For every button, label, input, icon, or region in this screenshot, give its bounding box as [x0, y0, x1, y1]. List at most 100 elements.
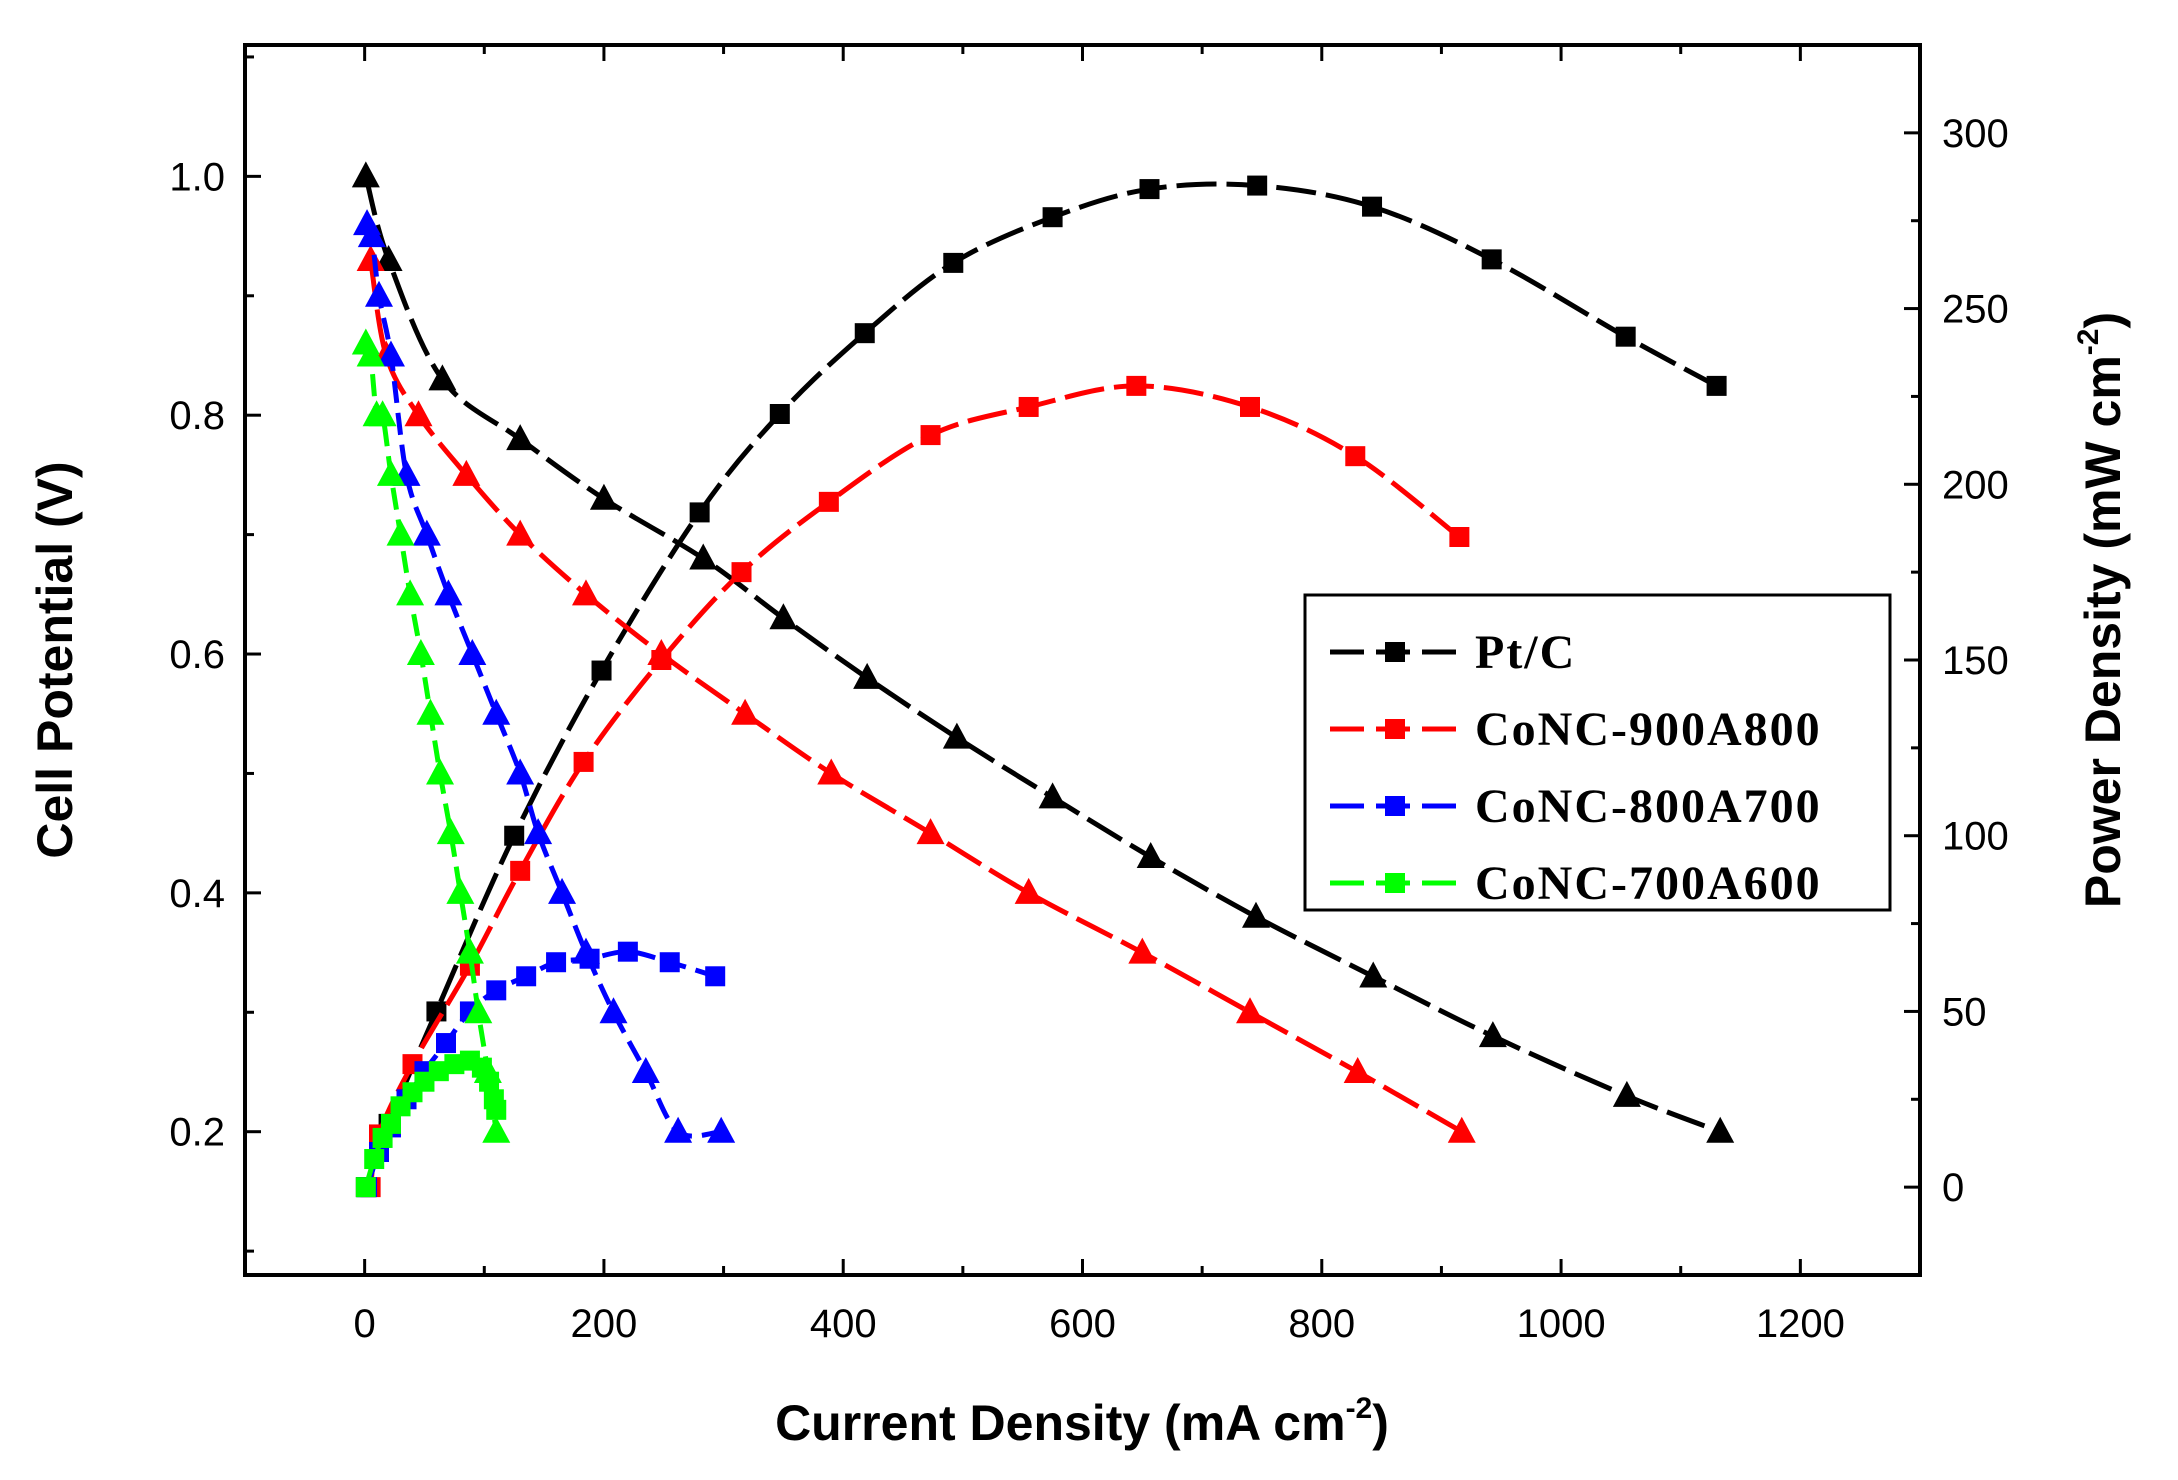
y-right-tick-label: 250	[1942, 288, 2009, 332]
power-point	[510, 860, 531, 881]
power-point	[1126, 375, 1147, 396]
polarization-point	[458, 639, 487, 666]
polarization-point	[817, 758, 846, 785]
polarization-point	[571, 937, 600, 964]
power-point	[428, 1061, 449, 1082]
y-left-tick-label: 0.4	[169, 872, 225, 916]
polarization-line-pt-c	[363, 175, 1722, 1135]
polarization-point	[396, 579, 425, 606]
polarization-point	[664, 1116, 693, 1143]
power-point	[573, 751, 594, 772]
y-left-tick-label: 1.0	[169, 155, 225, 199]
polarization-point	[506, 424, 535, 451]
power-point	[486, 1099, 507, 1120]
legend-marker	[1385, 719, 1405, 739]
power-point	[1247, 175, 1268, 196]
polarization-point	[631, 1056, 660, 1083]
power-point	[1449, 527, 1470, 547]
polarization-point	[524, 818, 553, 845]
power-point	[1139, 179, 1160, 200]
series-conc-900a800	[356, 244, 1476, 1198]
x-tick-label: 200	[571, 1302, 638, 1346]
y-right-tick-label: 150	[1942, 639, 2009, 683]
polarization-point	[386, 519, 415, 546]
polarization-point	[599, 997, 628, 1024]
polarization-point	[416, 698, 445, 725]
polarization-point	[1236, 997, 1264, 1024]
legend-item-conc-800a700: CoNC-800A700	[1330, 780, 1822, 833]
polarization-line-conc-900a800	[368, 259, 1464, 1134]
tick-marks	[243, 43, 1922, 1277]
y-right-tick-label: 100	[1942, 815, 2009, 859]
polarization-point	[506, 519, 535, 546]
series-pt-c	[351, 161, 1735, 1198]
polarization-point	[1241, 901, 1270, 928]
tick-labels: 0 200 400 600 800 1000 1200 0.2 0.4 0.6 0.8 1.0 0 50 1…	[169, 112, 2008, 1346]
power-point	[1481, 249, 1502, 270]
polarization-line-conc-800a700	[364, 222, 722, 1139]
y-right-tick-label: 200	[1942, 463, 2009, 507]
polarization-point	[406, 639, 435, 666]
legend-label: CoNC-900A800	[1475, 703, 1822, 756]
power-point	[1615, 326, 1636, 347]
polarization-point	[769, 603, 798, 630]
polarization-point	[1612, 1080, 1641, 1107]
polarization-point	[506, 758, 535, 785]
power-point	[818, 491, 839, 512]
power-point	[1042, 207, 1063, 228]
power-point	[591, 660, 612, 681]
polarization-point	[446, 877, 475, 904]
legend-marker	[1385, 873, 1405, 893]
polarization-point	[731, 698, 760, 725]
x-tick-label: 1000	[1517, 1302, 1606, 1346]
power-point	[854, 323, 875, 344]
polarization-point	[707, 1116, 736, 1143]
x-tick-label: 600	[1049, 1302, 1116, 1346]
legend-label: CoNC-700A600	[1475, 857, 1822, 910]
power-point	[504, 825, 525, 846]
x-tick-label: 1200	[1756, 1302, 1845, 1346]
y-right-tick-label: 0	[1942, 1166, 1964, 1210]
legend-items: Pt/C CoNC-900A800 CoNC-800A700 CoNC-700A600	[1330, 626, 1822, 910]
power-point	[705, 966, 726, 987]
polarization-point	[1478, 1021, 1507, 1048]
power-point	[943, 252, 964, 273]
power-point	[1240, 396, 1260, 417]
polarization-point	[482, 1116, 511, 1143]
polarization-point	[1359, 961, 1388, 988]
legend-item-pt-c: Pt/C	[1330, 626, 1574, 679]
polarization-point	[436, 818, 465, 845]
polarization-point	[452, 459, 481, 486]
legend-label: CoNC-800A700	[1475, 780, 1822, 833]
series-layer	[351, 161, 1735, 1198]
power-point	[689, 502, 710, 523]
polarization-point	[473, 1056, 502, 1083]
power-point	[364, 1149, 385, 1170]
polarization-point	[589, 483, 618, 510]
y-left-tick-label: 0.2	[169, 1111, 225, 1155]
polarization-point	[374, 244, 403, 271]
legend-item-conc-900a800: CoNC-900A800	[1330, 703, 1822, 756]
legend-marker	[1385, 642, 1405, 662]
polarization-point	[376, 459, 405, 486]
polarization-point	[1038, 782, 1067, 809]
polarization-point	[1128, 937, 1157, 964]
polarization-point	[689, 543, 718, 570]
power-point	[1362, 196, 1383, 217]
polarization-point	[351, 161, 380, 188]
x-tick-label: 800	[1288, 1302, 1355, 1346]
polarization-point	[357, 221, 386, 248]
power-point	[659, 952, 680, 973]
polarization-point	[365, 280, 393, 307]
legend: Pt/C CoNC-900A800 CoNC-800A700 CoNC-700A600	[1303, 593, 1892, 912]
polarization-point	[356, 244, 385, 271]
power-point	[355, 1177, 376, 1198]
power-line-conc-900a800	[368, 383, 1461, 1188]
x-tick-label: 0	[354, 1302, 376, 1346]
polarization-point	[571, 579, 600, 606]
polarization-point	[356, 340, 385, 367]
polarization-point	[464, 997, 493, 1024]
polarization-point	[647, 639, 676, 666]
polarization-point	[853, 662, 882, 689]
polarization-point	[434, 579, 463, 606]
